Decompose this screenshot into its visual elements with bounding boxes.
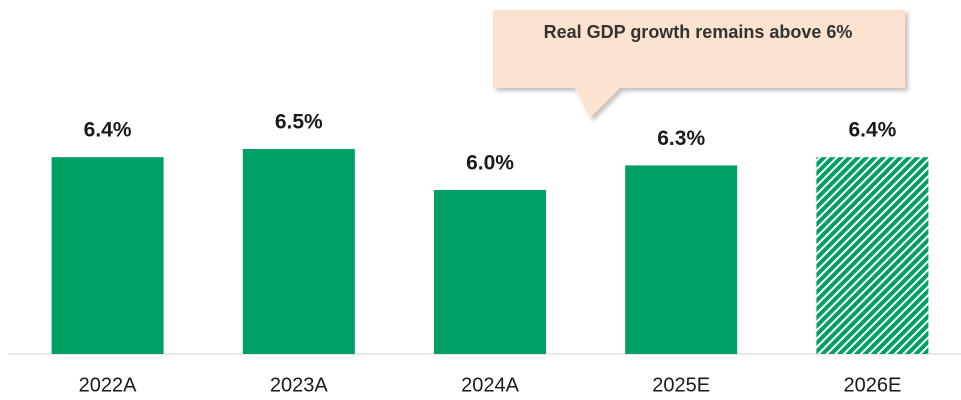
bar	[242, 149, 355, 354]
annotation: Real GDP growth remains above 6%	[543, 22, 853, 42]
x-tick-label: 2024A	[461, 374, 519, 396]
x-tick-label: 2025E	[652, 374, 710, 396]
value-label: 6.5%	[275, 111, 323, 134]
x-tick-label: 2023A	[270, 374, 328, 396]
value-label: 6.0%	[466, 152, 514, 175]
x-tick-label: 2022A	[79, 374, 137, 396]
value-label: 6.4%	[84, 119, 132, 142]
bar	[816, 157, 929, 354]
callout	[493, 10, 905, 118]
bar	[51, 157, 164, 354]
x-tick-label: 2026E	[843, 374, 901, 396]
value-label: 6.3%	[657, 127, 705, 150]
bar	[625, 165, 738, 354]
value-label: 6.4%	[848, 119, 896, 142]
bar	[434, 190, 546, 354]
